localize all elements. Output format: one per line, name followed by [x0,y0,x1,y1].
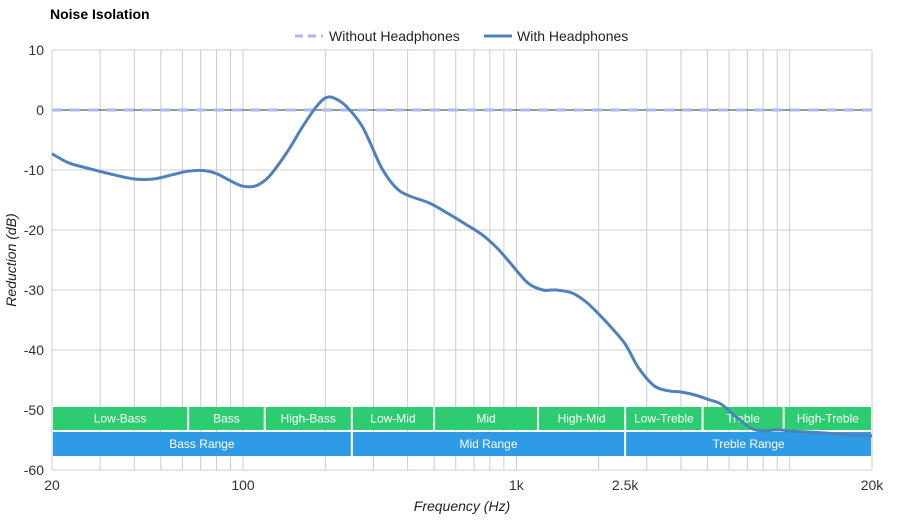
x-tick-label: 1k [509,477,525,493]
range-band-label: Treble Range [712,437,785,451]
series-line-with-headphones [51,95,873,438]
y-tick-label: -10 [24,162,44,178]
y-tick-label: 0 [36,102,44,118]
legend-label-with: With Headphones [517,28,628,44]
range-band [626,432,871,456]
y-tick-label: -60 [24,462,44,478]
y-tick-label: -50 [24,402,44,418]
range-band [189,407,264,430]
range-band [352,407,434,430]
range-band [53,432,351,456]
range-band [352,432,625,456]
range-band [703,407,783,430]
range-band [265,407,351,430]
legend-label-without: Without Headphones [329,28,460,44]
x-tick-label: 2.5k [612,477,639,493]
y-axis-ticks: 10 0 -10 -20 -30 -40 -50 -60 [24,42,44,478]
range-band-label: Mid [476,412,495,426]
legend: Without Headphones With Headphones [295,28,628,44]
y-axis-label: Reduction (dB) [3,213,19,306]
y-tick-label: -30 [24,282,44,298]
x-axis-ticks: 20 100 1k 2.5k 20k [44,477,884,493]
chart-title: Noise Isolation [50,6,150,22]
grid [51,49,873,471]
range-band-label: Mid Range [459,437,517,451]
range-band [539,407,625,430]
y-tick-label: 10 [28,42,44,58]
range-band-label: High-Mid [558,412,606,426]
series-lines [51,95,873,438]
y-tick-label: -20 [24,222,44,238]
range-band-label: High-Bass [281,412,336,426]
range-band-label: Low-Treble [634,412,694,426]
x-axis-label: Frequency (Hz) [414,498,510,514]
range-band [53,407,188,430]
range-band-label: High-Treble [797,412,860,426]
y-tick-label: -40 [24,342,44,358]
range-band [784,407,871,430]
x-tick-label: 20k [861,477,885,493]
x-tick-label: 100 [231,477,255,493]
range-band-label: Bass [213,412,240,426]
range-band [435,407,538,430]
frequency-ranges: Low-Bass Bass High-Bass Low-Mid Mid High-Mid L… [53,407,871,456]
range-band-label: Low-Mid [370,412,415,426]
range-band-label: Low-Bass [94,412,147,426]
x-tick-label: 20 [44,477,60,493]
range-band-label: Bass Range [169,437,235,451]
range-band [626,407,702,430]
